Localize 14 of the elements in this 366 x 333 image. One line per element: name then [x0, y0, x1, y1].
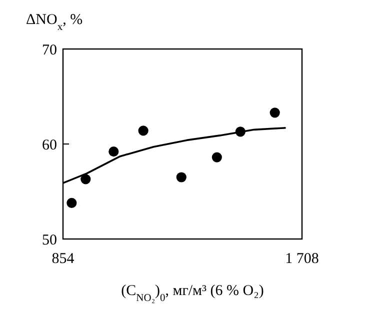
point	[108, 146, 119, 157]
y-tick-label: 60	[42, 137, 57, 154]
x-axis-title: (C$_{NO₂}$)$_{0}$, мг/м³ (6 % O₂)	[121, 283, 264, 304]
point	[80, 174, 91, 184]
point	[138, 126, 148, 136]
point	[176, 172, 186, 182]
point	[66, 198, 77, 208]
point	[212, 152, 222, 162]
y-tick-label: 70	[42, 42, 57, 58]
y-axis-title: ΔNO$_{x}$, %	[26, 12, 83, 32]
x-tick-label: 854	[52, 251, 75, 267]
point	[270, 108, 280, 118]
y-tick-label: 50	[42, 232, 57, 248]
x-tick-label: 1 708	[285, 251, 319, 267]
